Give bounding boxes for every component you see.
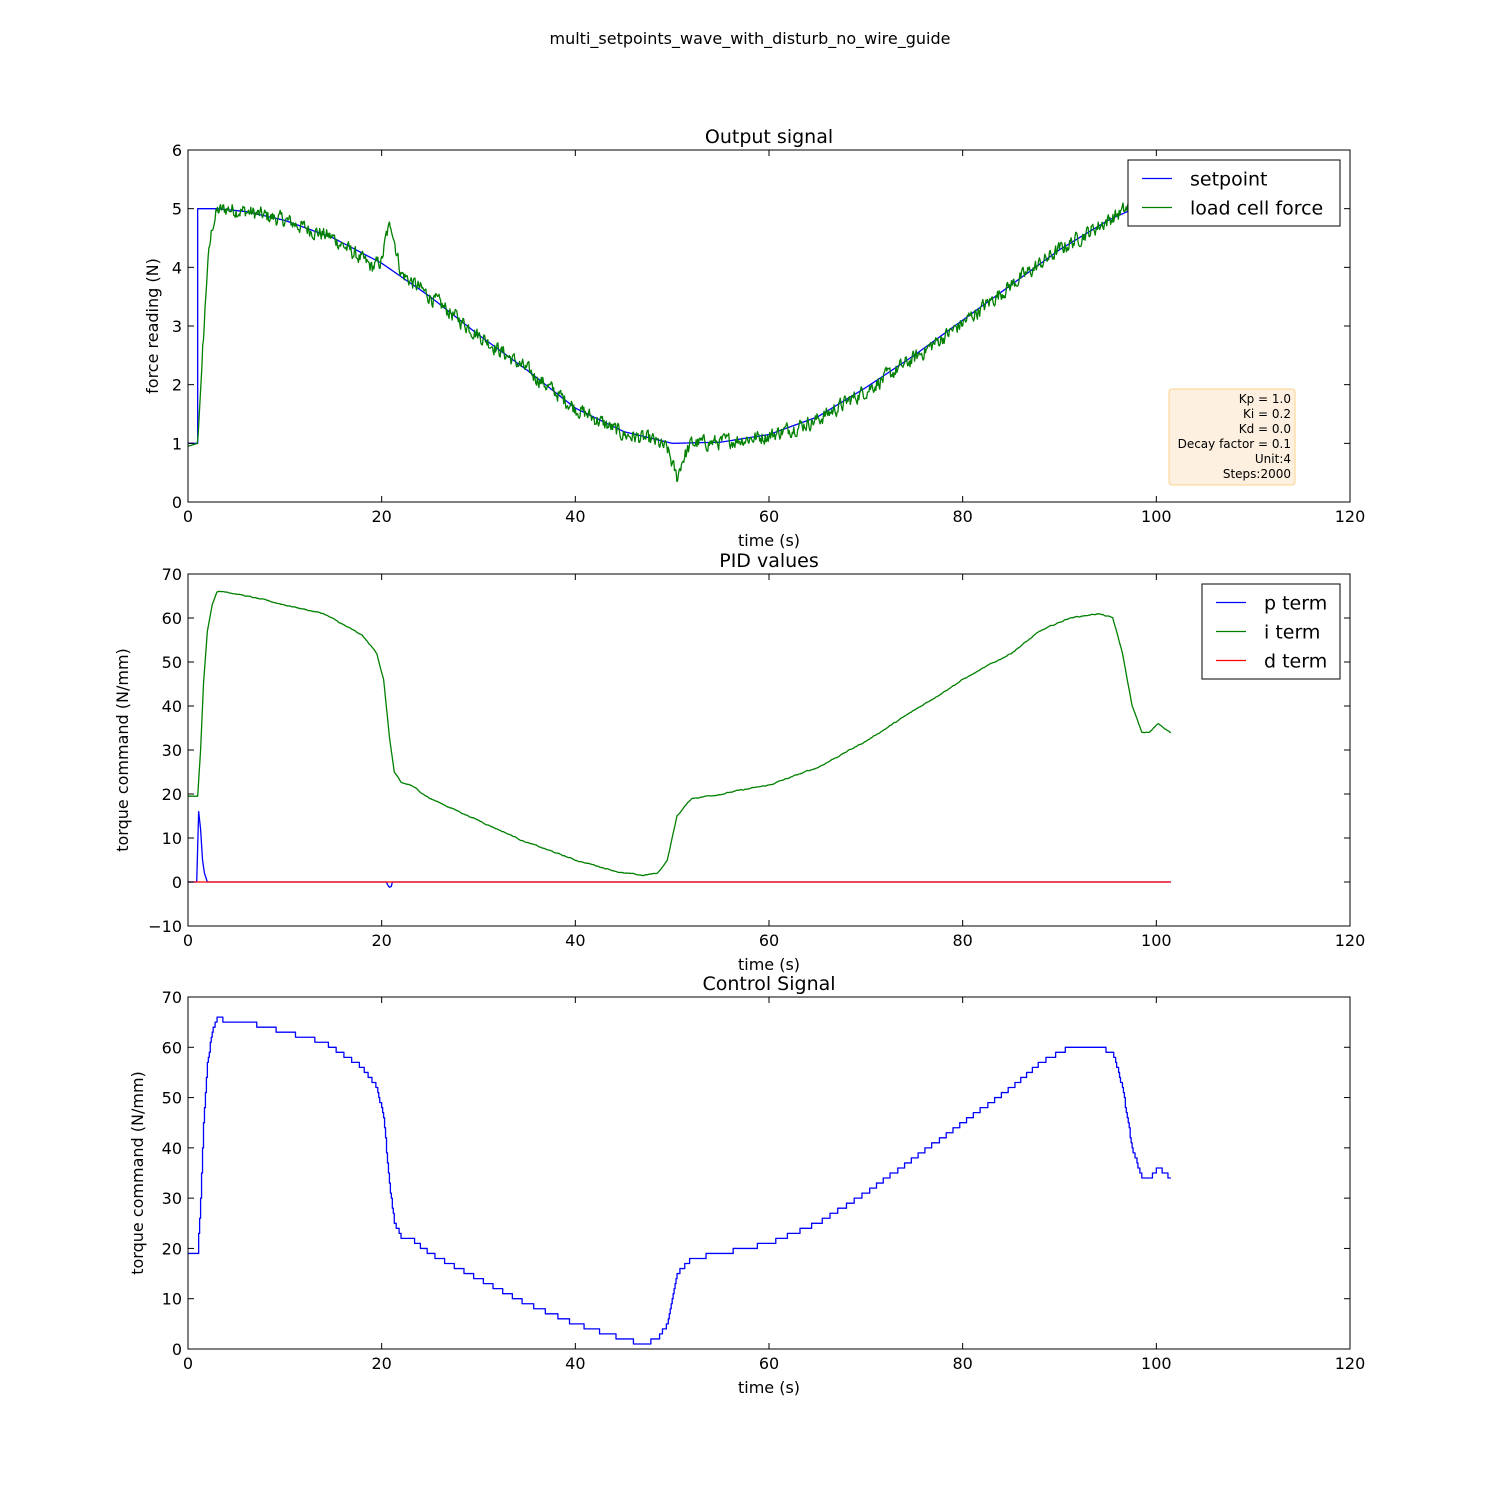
y-tick-label: 2 [172, 376, 182, 395]
y-tick-label: 40 [162, 697, 182, 716]
x-axis-label: time (s) [738, 1378, 800, 1397]
legend-entry: load cell force [1190, 198, 1323, 220]
x-tick-label: 120 [1335, 931, 1366, 950]
y-tick-label: 60 [162, 609, 182, 628]
y-tick-label: 70 [162, 988, 182, 1007]
subplot-title: Control Signal [702, 973, 835, 995]
legend-box [1127, 159, 1341, 227]
x-axis-label: time (s) [738, 955, 800, 974]
series-line-p-term [188, 810, 1171, 888]
x-tick-label: 100 [1141, 1354, 1172, 1373]
annotation-box [1168, 388, 1296, 486]
legend: setpoint load cell force [1127, 159, 1341, 227]
subplot-title: Output signal [705, 126, 833, 148]
legend-entry: d term [1264, 651, 1327, 673]
subplot-title: PID values [719, 550, 819, 572]
y-tick-label: 50 [162, 1089, 182, 1108]
y-tick-label: 4 [172, 258, 182, 277]
x-tick-label: 60 [759, 931, 779, 950]
x-tick-label: 120 [1335, 507, 1366, 526]
x-tick-label: 40 [565, 931, 585, 950]
x-tick-label: 40 [565, 507, 585, 526]
x-tick-label: 20 [371, 931, 391, 950]
annotation-line: Decay factor = 0.1 [1178, 437, 1291, 451]
y-tick-label: 5 [172, 200, 182, 219]
x-tick-label: 120 [1335, 1354, 1366, 1373]
annotation-line: Ki = 0.2 [1243, 407, 1291, 421]
y-tick-label: 40 [162, 1139, 182, 1158]
y-tick-label: 0 [172, 1340, 182, 1359]
y-axis-label: torque command (N/mm) [113, 648, 132, 852]
y-tick-label: 10 [162, 1290, 182, 1309]
y-tick-label: 3 [172, 317, 182, 336]
x-tick-label: 60 [759, 507, 779, 526]
plot-area [188, 1016, 1171, 1345]
y-tick-label: 6 [172, 141, 182, 160]
x-tick-label: 100 [1141, 931, 1172, 950]
annotation-line: Unit:4 [1255, 452, 1291, 466]
x-tick-label: 80 [952, 507, 972, 526]
x-axis-label: time (s) [738, 531, 800, 550]
annotation-line: Steps:2000 [1223, 467, 1291, 481]
y-tick-label: 50 [162, 653, 182, 672]
y-tick-label: 10 [162, 829, 182, 848]
plot-area [188, 171, 1171, 483]
series-line-control-signal [188, 1016, 1171, 1345]
y-tick-label: 70 [162, 565, 182, 584]
y-tick-label: 30 [162, 741, 182, 760]
y-tick-label: 0 [172, 873, 182, 892]
x-tick-label: 80 [952, 1354, 972, 1373]
legend-entry: p term [1264, 593, 1327, 615]
y-tick-label: 20 [162, 1239, 182, 1258]
series-line-load-cell-force [188, 171, 1143, 483]
legend-entry: i term [1264, 622, 1320, 644]
x-tick-label: 100 [1141, 507, 1172, 526]
figure-suptitle: multi_setpoints_wave_with_disturb_no_wir… [550, 29, 951, 49]
y-tick-label: 60 [162, 1038, 182, 1057]
x-tick-label: 0 [183, 1354, 193, 1373]
y-axis-label: force reading (N) [143, 258, 162, 394]
y-tick-label: −10 [148, 917, 182, 936]
subplot-control-signal: 0 20 40 60 80 100 120 0 10 20 30 40 50 60 70 Control Si… [128, 973, 1365, 1397]
x-tick-label: 0 [183, 931, 193, 950]
annotation-line: Kd = 0.0 [1239, 422, 1291, 436]
x-tick-label: 60 [759, 1354, 779, 1373]
series-line-i-term [188, 590, 1172, 877]
y-tick-label: 30 [162, 1189, 182, 1208]
y-tick-label: 0 [172, 493, 182, 512]
legend: p term i term d term [1201, 583, 1341, 680]
plot-area [188, 590, 1172, 888]
x-tick-label: 80 [952, 931, 972, 950]
y-axis-label: torque command (N/mm) [128, 1071, 147, 1275]
y-tick-label: 1 [172, 434, 182, 453]
y-tick-label: 20 [162, 785, 182, 804]
legend-entry: setpoint [1190, 169, 1268, 191]
x-tick-label: 40 [565, 1354, 585, 1373]
annotation-line: Kp = 1.0 [1239, 392, 1291, 406]
x-tick-label: 0 [183, 507, 193, 526]
subplot-output-signal: 0 20 40 60 80 100 120 0 1 2 3 4 5 6 Output signal time … [143, 126, 1365, 550]
x-tick-label: 20 [371, 1354, 391, 1373]
x-tick-label: 20 [371, 507, 391, 526]
